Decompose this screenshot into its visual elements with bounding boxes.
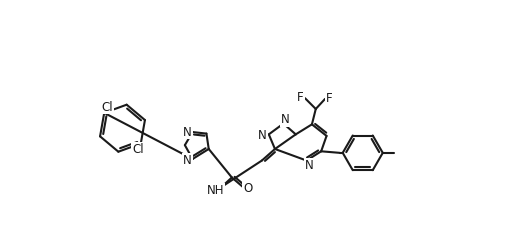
Text: F: F — [297, 91, 304, 104]
Text: N: N — [183, 154, 191, 167]
Text: N: N — [305, 159, 314, 172]
Text: N: N — [280, 113, 289, 126]
Text: Cl: Cl — [132, 143, 144, 156]
Text: O: O — [244, 182, 252, 195]
Text: N: N — [183, 125, 191, 139]
Text: Cl: Cl — [101, 101, 113, 114]
Text: F: F — [326, 92, 333, 105]
Text: NH: NH — [207, 184, 225, 197]
Text: N: N — [258, 129, 267, 142]
